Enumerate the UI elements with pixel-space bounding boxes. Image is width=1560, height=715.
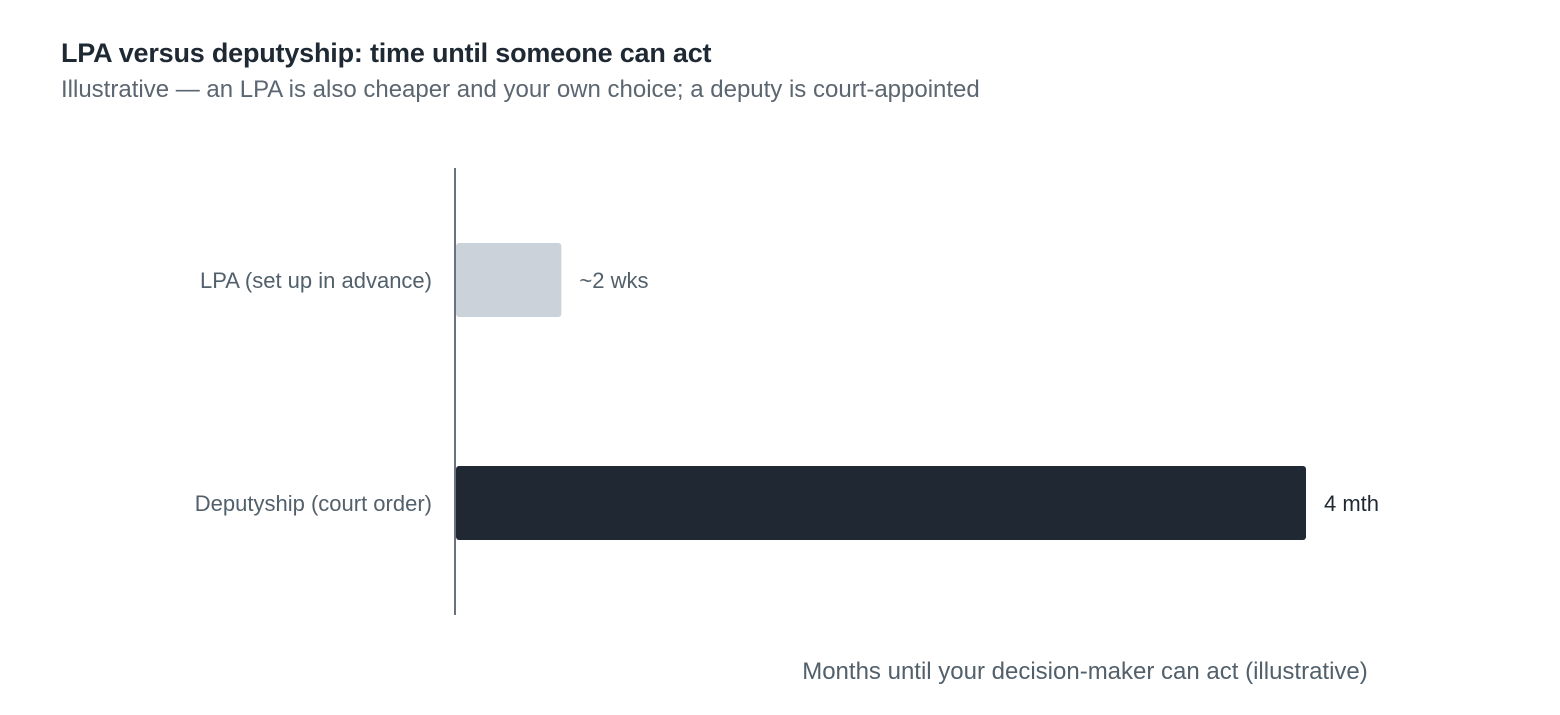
bar-deputyship (456, 466, 1306, 540)
bar-lpa (456, 243, 562, 317)
value-label: 4 mth (1324, 491, 1379, 516)
value-label: ~2 wks (579, 268, 648, 293)
bars-layer: LPA (set up in advance) ~2 wks Deputyship … (195, 243, 1379, 540)
chart-subtitle: Illustrative — an LPA is also cheaper an… (61, 76, 980, 103)
x-axis-title: Months until your decision-maker can act… (802, 658, 1368, 685)
chart-title: LPA versus deputyship: time until someon… (61, 38, 712, 68)
category-label: LPA (set up in advance) (200, 268, 432, 293)
category-label: Deputyship (court order) (195, 491, 432, 516)
